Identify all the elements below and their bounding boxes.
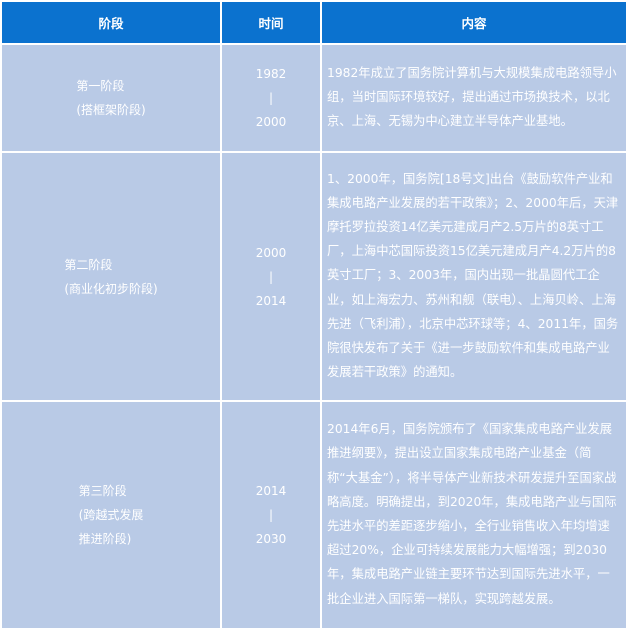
time-start: 2000 [255,245,287,260]
stage-name: 第一阶段 [76,79,125,93]
table-row: 第二阶段 (商业化初步阶段) 2000 | 2014 1、2000年，国务院[1… [0,151,626,402]
time-cell: 2014 | 2030 [220,400,322,630]
header-stage: 阶段 [0,0,222,45]
stage-cell: 第二阶段 (商业化初步阶段) [0,151,222,402]
stage-name: 第二阶段 [64,257,113,272]
time-end: 2000 [255,115,287,129]
time-separator: | [268,269,274,284]
header-row: 阶段 时间 内容 [0,0,626,45]
time-separator: | [268,508,274,522]
time-end: 2030 [255,532,287,546]
stage-subtitle-cont: 推进阶段) [78,532,132,546]
stage-subtitle: (跨越式发展 [78,508,144,522]
content-cell: 1、2000年，国务院[18号文]出台《鼓励软件产业和集成电路产业发展的若干政策… [320,151,626,402]
header-content: 内容 [320,0,626,45]
time-start: 2014 [255,484,287,498]
content-cell: 1982年成立了国务院计算机与大规模集成电路领导小组，当时国际环境较好，提出通过… [320,43,626,153]
stage-cell: 第三阶段 (跨越式发展 推进阶段) [0,400,222,630]
content-cell: 2014年6月，国务院颁布了《国家集成电路产业发展推进纲要》，提出设立国家集成电… [320,400,626,630]
stage-subtitle: (商业化初步阶段) [64,281,158,296]
time-separator: | [268,91,274,105]
stage-subtitle: (搭框架阶段) [76,103,146,117]
time-cell: 1982 | 2000 [220,43,322,153]
header-time: 时间 [220,0,322,45]
stage-cell: 第一阶段 (搭框架阶段) [0,43,222,153]
stage-name: 第三阶段 [78,484,127,498]
table-row: 第三阶段 (跨越式发展 推进阶段) 2014 | 2030 2014年6月，国务… [0,400,626,630]
time-start: 1982 [255,67,287,81]
time-cell: 2000 | 2014 [220,151,322,402]
time-end: 2014 [255,293,287,308]
table-row: 第一阶段 (搭框架阶段) 1982 | 2000 1982年成立了国务院计算机与… [0,43,626,153]
